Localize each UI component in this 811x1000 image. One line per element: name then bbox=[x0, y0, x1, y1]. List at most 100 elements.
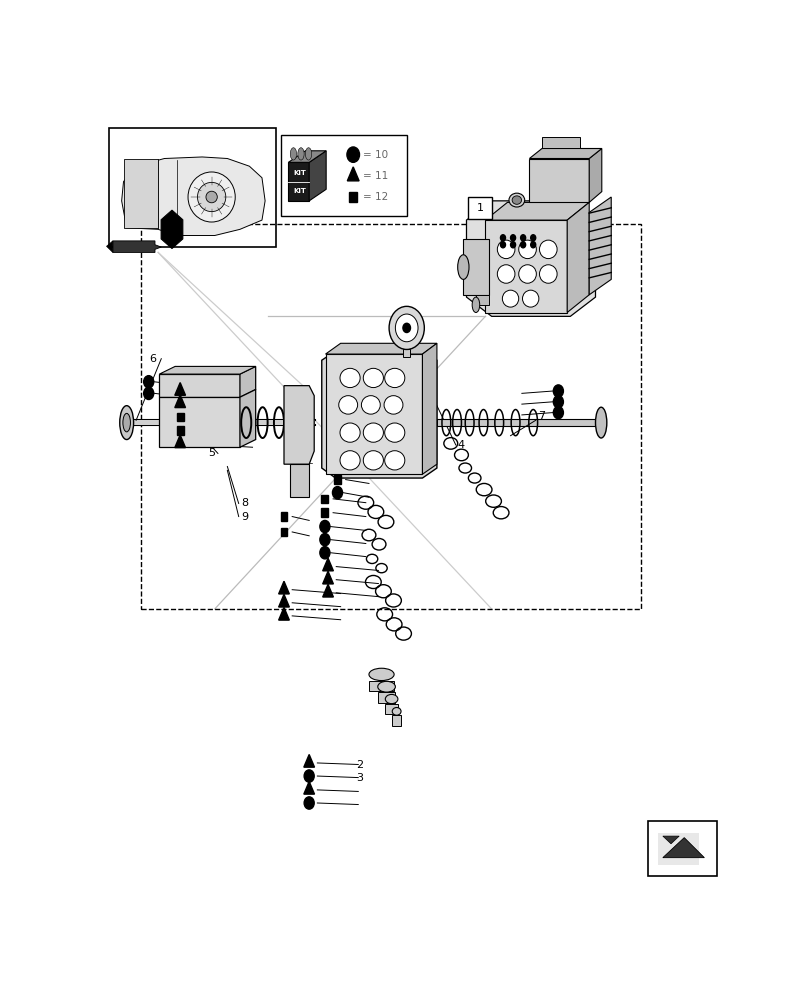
Ellipse shape bbox=[384, 451, 405, 470]
Circle shape bbox=[530, 235, 535, 241]
Polygon shape bbox=[589, 148, 601, 202]
Ellipse shape bbox=[298, 148, 304, 160]
Text: KIT: KIT bbox=[294, 188, 307, 194]
Circle shape bbox=[552, 396, 563, 408]
Polygon shape bbox=[174, 435, 185, 448]
Circle shape bbox=[552, 385, 563, 397]
Ellipse shape bbox=[338, 396, 357, 414]
Text: 4: 4 bbox=[457, 440, 464, 450]
Circle shape bbox=[144, 387, 153, 400]
Bar bbox=[333, 475, 341, 484]
Circle shape bbox=[510, 235, 515, 241]
Polygon shape bbox=[288, 151, 326, 162]
Polygon shape bbox=[278, 594, 289, 607]
Polygon shape bbox=[466, 201, 594, 316]
Polygon shape bbox=[123, 158, 158, 228]
Ellipse shape bbox=[363, 423, 383, 442]
Polygon shape bbox=[174, 395, 185, 408]
Bar bbox=[109, 128, 276, 247]
Text: = 12: = 12 bbox=[363, 192, 388, 202]
Polygon shape bbox=[385, 704, 397, 714]
Polygon shape bbox=[566, 202, 589, 312]
Polygon shape bbox=[303, 754, 314, 767]
Ellipse shape bbox=[594, 407, 606, 438]
Polygon shape bbox=[485, 220, 566, 312]
Text: 8: 8 bbox=[241, 498, 248, 508]
Ellipse shape bbox=[512, 196, 521, 204]
Circle shape bbox=[500, 242, 505, 248]
Ellipse shape bbox=[496, 240, 514, 259]
Polygon shape bbox=[159, 366, 255, 374]
Circle shape bbox=[144, 376, 153, 388]
Polygon shape bbox=[106, 241, 113, 252]
Polygon shape bbox=[436, 419, 598, 426]
Polygon shape bbox=[347, 167, 358, 181]
Polygon shape bbox=[463, 239, 488, 295]
Polygon shape bbox=[325, 354, 422, 474]
Bar bbox=[281, 135, 406, 216]
Ellipse shape bbox=[340, 368, 360, 388]
Polygon shape bbox=[159, 374, 240, 397]
Ellipse shape bbox=[122, 413, 131, 432]
Bar bbox=[140, 224, 640, 609]
Polygon shape bbox=[309, 151, 326, 201]
Bar bbox=[647, 821, 716, 876]
Ellipse shape bbox=[377, 681, 395, 692]
Circle shape bbox=[530, 242, 535, 248]
Ellipse shape bbox=[305, 148, 311, 160]
Ellipse shape bbox=[518, 240, 536, 259]
Ellipse shape bbox=[384, 396, 402, 414]
Polygon shape bbox=[542, 137, 579, 148]
Polygon shape bbox=[321, 351, 436, 478]
Ellipse shape bbox=[457, 255, 469, 279]
Bar bbox=[321, 508, 328, 517]
Bar bbox=[280, 512, 287, 521]
Polygon shape bbox=[662, 838, 703, 858]
Text: 2: 2 bbox=[355, 760, 363, 770]
Ellipse shape bbox=[119, 406, 134, 440]
Ellipse shape bbox=[363, 451, 383, 470]
Polygon shape bbox=[240, 366, 255, 397]
Polygon shape bbox=[290, 464, 309, 497]
Bar bbox=[349, 192, 357, 202]
Polygon shape bbox=[174, 383, 185, 395]
Polygon shape bbox=[475, 295, 488, 305]
Ellipse shape bbox=[368, 668, 393, 681]
Polygon shape bbox=[303, 781, 314, 794]
Polygon shape bbox=[422, 343, 436, 474]
Circle shape bbox=[332, 487, 342, 499]
Text: 6: 6 bbox=[149, 354, 157, 364]
Polygon shape bbox=[113, 241, 161, 252]
Circle shape bbox=[320, 520, 329, 533]
Circle shape bbox=[510, 242, 515, 248]
Ellipse shape bbox=[539, 240, 556, 259]
Ellipse shape bbox=[206, 191, 217, 203]
Polygon shape bbox=[662, 836, 678, 844]
Polygon shape bbox=[485, 202, 589, 220]
Bar bbox=[177, 426, 183, 435]
Circle shape bbox=[320, 533, 329, 546]
Polygon shape bbox=[658, 833, 698, 865]
Text: = 10: = 10 bbox=[363, 150, 388, 160]
Polygon shape bbox=[377, 692, 395, 703]
Polygon shape bbox=[288, 162, 309, 201]
Circle shape bbox=[346, 147, 359, 162]
Ellipse shape bbox=[384, 423, 405, 442]
Polygon shape bbox=[322, 584, 333, 597]
Text: = 11: = 11 bbox=[363, 171, 388, 181]
Bar bbox=[468, 197, 491, 219]
Circle shape bbox=[304, 797, 314, 809]
Ellipse shape bbox=[471, 297, 479, 312]
Polygon shape bbox=[240, 389, 255, 447]
Polygon shape bbox=[161, 210, 182, 249]
Text: 5: 5 bbox=[208, 448, 215, 458]
Polygon shape bbox=[368, 681, 393, 691]
Ellipse shape bbox=[363, 368, 383, 388]
Polygon shape bbox=[322, 571, 333, 584]
Polygon shape bbox=[278, 607, 289, 620]
Polygon shape bbox=[589, 197, 611, 295]
Polygon shape bbox=[322, 558, 333, 571]
Polygon shape bbox=[278, 581, 289, 594]
Polygon shape bbox=[529, 158, 589, 202]
Text: 9: 9 bbox=[241, 512, 248, 522]
